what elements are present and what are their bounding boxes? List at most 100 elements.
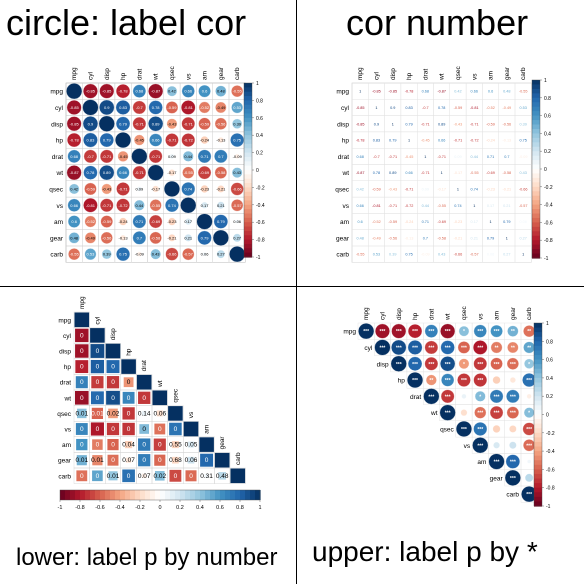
bl-colorbar-step (240, 490, 246, 500)
tl-colorbar-step (244, 161, 252, 167)
tl-cor-label: -0.81 (86, 203, 96, 208)
bl-grid-cell (229, 467, 246, 484)
bl-p-label: 0 (96, 473, 100, 480)
tl-cor-label: 0.17 (201, 203, 210, 208)
tr-cor-number: 1 (392, 122, 394, 126)
tl-cor-circle (82, 99, 99, 116)
tl-cor-circle (215, 101, 227, 114)
tr-col-label-qsec: qsec (455, 66, 462, 80)
tr-cor-number: 0.27 (503, 253, 510, 257)
tl-cor-label: -0.09 (135, 252, 145, 257)
tl-colorbar-label: 1 (256, 81, 259, 87)
tl-cor-label: -0.55 (233, 89, 243, 94)
tr-cor-number: 0.79 (503, 220, 510, 224)
br-colorbar-label: -0.2 (546, 431, 555, 437)
tr-col-label-drat: drat (422, 69, 429, 80)
tl-cor-circle (181, 116, 196, 131)
tl-colorbar-step (244, 156, 252, 162)
tr-colorbar-step (532, 160, 540, 166)
tr-cor-number: 0.17 (471, 220, 478, 224)
tl-cor-label: 0.89 (103, 170, 112, 175)
tl-cor-label: -0.71 (102, 154, 112, 159)
br-star-label: *** (526, 443, 532, 449)
br-row-label-am: am (477, 459, 486, 466)
br-star-label: *** (461, 345, 467, 351)
tr-cor-number: -0.23 (486, 187, 495, 191)
bl-colorbar-label: 0.6 (216, 505, 224, 511)
bl-row-label-disp: disp (59, 349, 71, 356)
tl-cor-label: -0.17 (167, 170, 177, 175)
br-colorbar-step (534, 391, 542, 397)
tl-cor-circle (99, 99, 115, 116)
tr-grid-frame (351, 82, 532, 263)
br-cor-circle (509, 441, 517, 449)
tl-colorbar-step (244, 139, 252, 145)
br-cor-circle (390, 355, 407, 372)
tr-row-label-am: am (340, 219, 349, 226)
bl-cor-square (136, 374, 152, 390)
tl-cor-label: -0.24 (118, 219, 128, 224)
bl-p-label: 0 (189, 473, 193, 480)
bl-col-label-cyl: cyl (94, 316, 101, 325)
bl-row-label-drat: drat (60, 380, 71, 387)
tr-cor-number: -0.49 (372, 236, 381, 240)
tl-colorbar-label: 0.8 (256, 98, 263, 104)
tr-col-label-cyl: cyl (373, 72, 380, 81)
bl-colorbar-label: -0.4 (115, 505, 124, 511)
tl-cor-circle (202, 252, 207, 257)
bl-cor-square (75, 360, 89, 374)
br-cor-circle (507, 325, 519, 337)
tl-colorbar-step (244, 113, 252, 119)
tl-cor-label: 0.71 (201, 154, 210, 159)
br-colorbar-step (534, 451, 542, 457)
tr-colorbar-step (532, 128, 540, 134)
tl-cor-label: 0.42 (70, 186, 79, 191)
tl-colorbar-step (244, 248, 252, 254)
tl-col-label-qsec: qsec (169, 66, 176, 80)
tr-cor-number: 0.21 (471, 236, 478, 240)
br-colorbar-step (534, 432, 542, 438)
tl-cor-label: -0.45 (118, 154, 128, 159)
bl-cor-square (152, 390, 168, 406)
br-star-label: ** (511, 345, 515, 351)
tl-cor-label: 0.43 (152, 252, 161, 257)
tr-cor-number: -0.71 (388, 204, 397, 208)
br-cor-circle (461, 393, 467, 399)
bl-colorbar-step (145, 490, 151, 500)
tl-colorbar-step (244, 165, 252, 171)
tl-cor-label: -0.23 (167, 219, 177, 224)
tr-cor-number: -0.71 (454, 139, 463, 143)
bl-colorbar-step (95, 490, 101, 500)
tr-row-label-qsec: qsec (335, 186, 349, 193)
br-star-label: ** (429, 378, 433, 384)
br-colorbar-label: 0.8 (546, 339, 553, 345)
tl-cor-label: 0.43 (233, 170, 242, 175)
br-star-label: *** (380, 345, 386, 351)
tl-cor-label: -0.43 (167, 121, 177, 126)
tr-colorbar-step (532, 106, 540, 112)
tl-colorbar-step (244, 230, 252, 236)
tr-cor-number: 1 (522, 253, 524, 257)
tr-colorbar-step (532, 177, 540, 183)
tl-cor-circle (196, 213, 213, 230)
tl-cor-label: -0.78 (70, 138, 80, 143)
tl-cor-circle (116, 247, 130, 262)
tr-cor-number: 0.39 (519, 122, 526, 126)
bl-p-label: 0.07 (122, 457, 135, 464)
tl-colorbar-label: 0.2 (256, 151, 263, 157)
br-star-label: ** (511, 329, 515, 335)
br-row-label-cyl: cyl (364, 345, 373, 352)
tl-cor-circle (165, 198, 179, 213)
br-colorbar-step (534, 377, 542, 384)
tl-cor-label: -0.66 (167, 252, 177, 257)
tl-cor-circle (132, 165, 147, 180)
br-row-label-vs: vs (464, 443, 471, 450)
bl-cor-square (90, 391, 104, 405)
tl-cor-circle (212, 229, 229, 246)
tl-cor-label: 0.6 (202, 89, 208, 94)
tr-cor-number: 0.66 (438, 139, 445, 143)
br-colorbar-step (534, 487, 542, 493)
bl-col-label-am: am (204, 425, 211, 434)
bl-colorbar-label: 0.4 (196, 505, 204, 511)
